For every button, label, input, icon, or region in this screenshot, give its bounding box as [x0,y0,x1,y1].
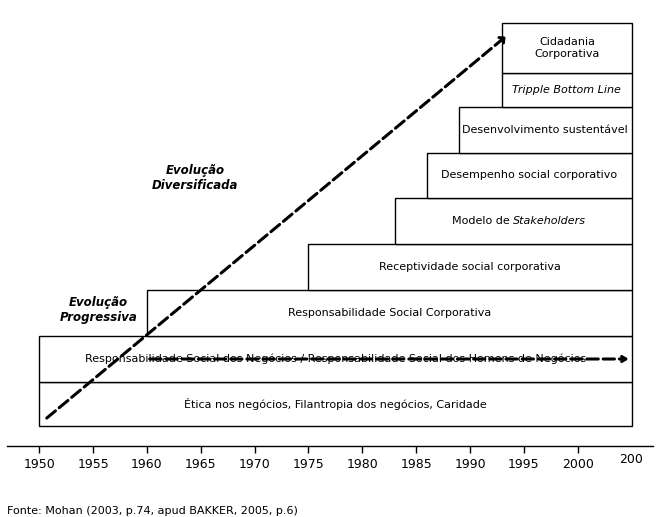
Bar [308,245,632,290]
Text: Ética nos negócios, Filantropia dos negócios, Caridade: Ética nos negócios, Filantropia dos negó… [184,398,487,410]
Text: Modelo de: Modelo de [452,217,513,226]
Text: Stakeholders: Stakeholders [513,217,586,226]
Text: Responsabilidade Social Corporativa: Responsabilidade Social Corporativa [288,308,491,318]
Bar [502,23,632,73]
Text: Desempenho social corporativo: Desempenho social corporativo [441,171,617,180]
Bar [459,107,632,153]
Text: Tripple Bottom Line: Tripple Bottom Line [512,85,621,95]
Text: Responsabilidade Social dos Negócios / Responsabilidade Social dos Homens de Neg: Responsabilidade Social dos Negócios / R… [84,354,586,364]
Bar [147,290,632,336]
Text: Cidadania
Corporativa: Cidadania Corporativa [534,37,599,58]
Bar [395,199,632,245]
Text: Evolução
Progressiva: Evolução Progressiva [59,296,137,324]
Text: Fonte: Mohan (2003, p.74, apud BAKKER, 2005, p.6): Fonte: Mohan (2003, p.74, apud BAKKER, 2… [7,506,298,515]
Text: Desenvolvimento sustentável: Desenvolvimento sustentável [463,125,628,134]
Bar [502,73,632,107]
Bar [39,336,632,382]
Text: 200: 200 [620,453,644,466]
Bar [39,382,632,426]
Text: Evolução
Diversificada: Evolução Diversificada [152,164,238,192]
Bar [427,153,632,199]
Text: Receptividade social corporativa: Receptividade social corporativa [379,262,561,272]
